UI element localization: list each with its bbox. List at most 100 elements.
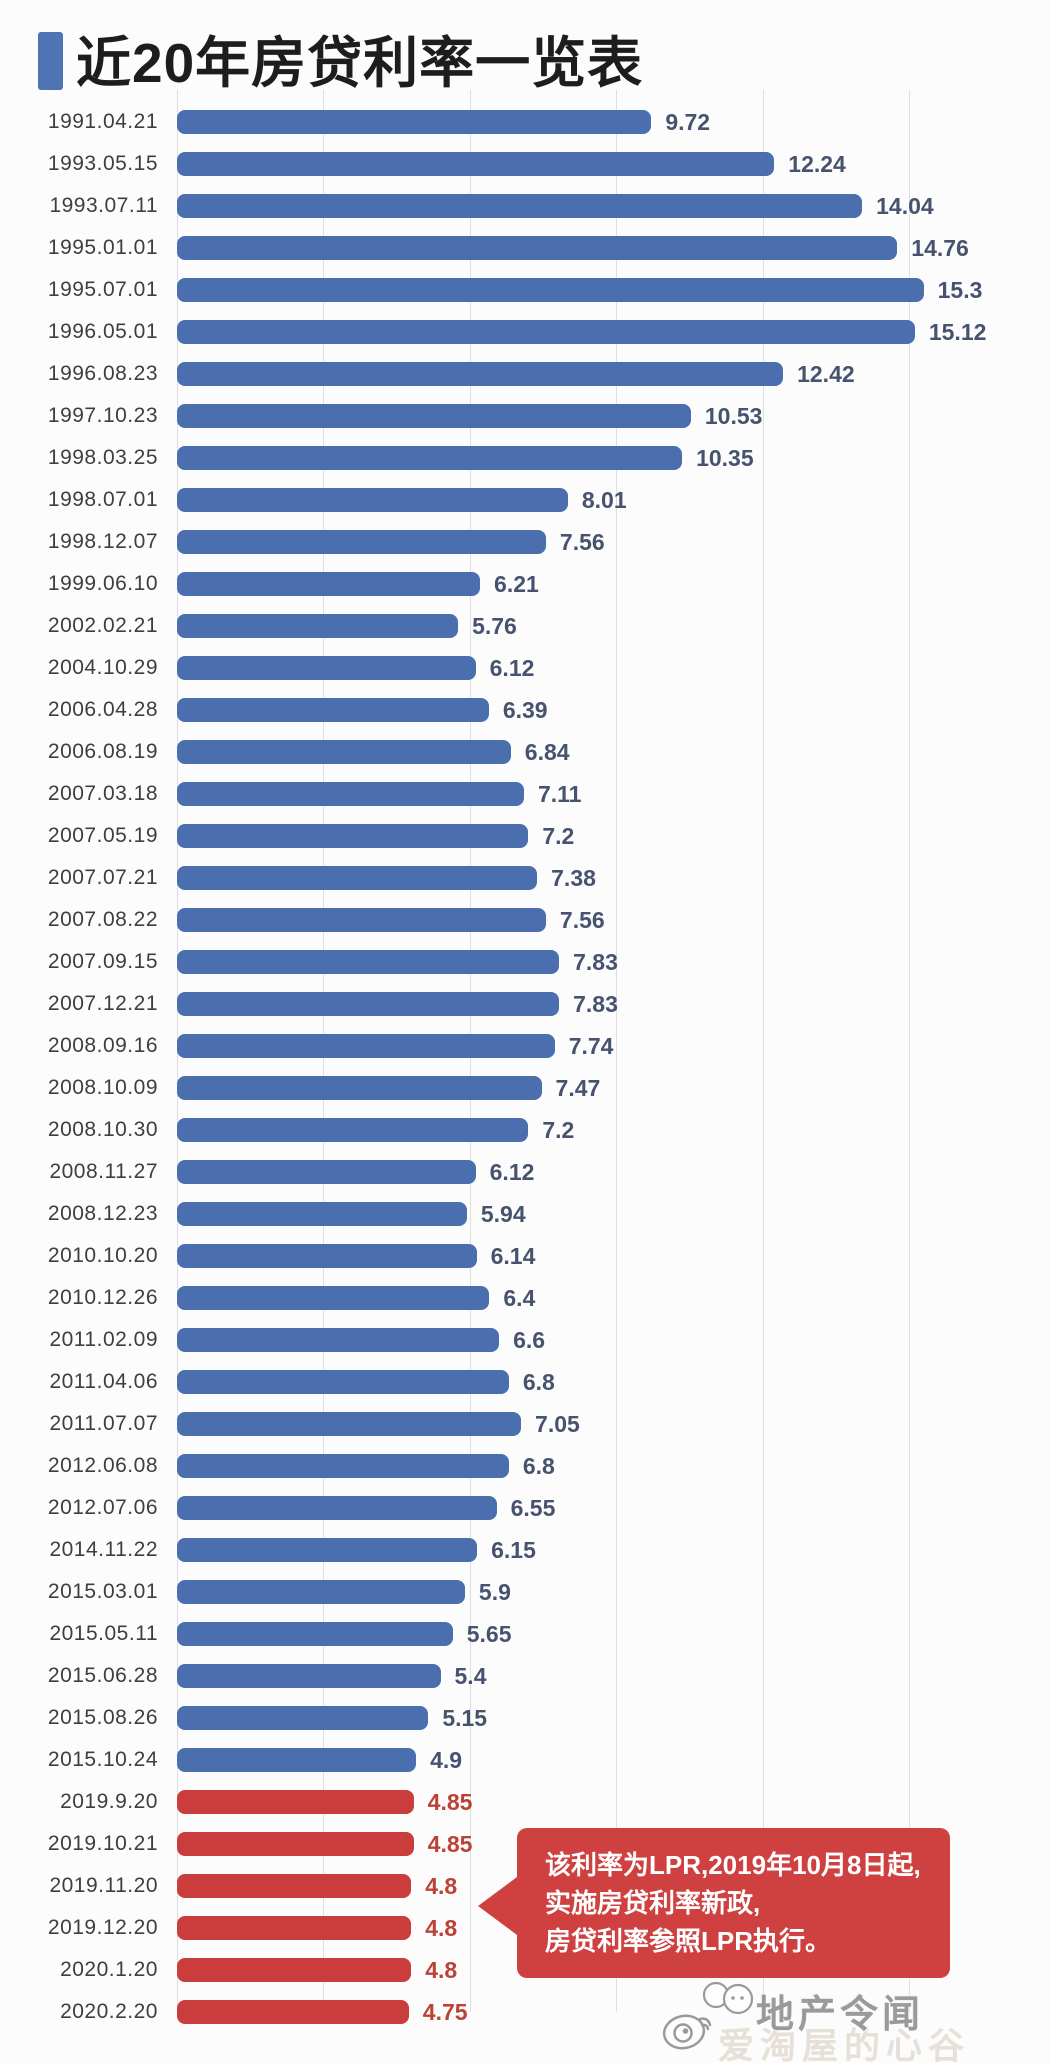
gridline-15 [909,90,910,2012]
rate-bar [177,404,691,428]
date-label: 2019.12.20 [47,1916,158,1939]
chart-row: 2008.10.09 7.47 [0,1067,1050,1109]
lpr-callout: 该利率为LPR,2019年10月8日起, 实施房贷利率新政, 房贷利率参照LPR… [478,1828,950,1978]
rate-value-label: 14.76 [911,235,969,261]
date-label: 2007.08.22 [47,908,158,931]
rate-bar [177,656,476,680]
rate-value-label: 15.12 [928,319,987,345]
rate-bar [177,2000,409,2024]
chart-row: 2006.08.19 6.84 [0,731,1050,773]
callout-line: 该利率为LPR,2019年10月8日起, [545,1850,921,1880]
date-label: 1998.03.25 [47,446,158,469]
rate-bar [177,1118,529,1142]
rate-bar [177,824,529,848]
rate-value-label: 15.3 [937,277,983,303]
rate-bar [177,1874,412,1898]
rate-value-label: 7.74 [568,1033,614,1059]
date-label: 1998.12.07 [47,530,158,553]
rate-value-label: 6.21 [494,571,539,597]
rate-bar [177,488,568,512]
rate-value-label: 7.11 [537,781,582,807]
rate-bar [177,152,775,176]
title-accent-marker [38,32,63,90]
date-label: 2007.03.18 [47,782,158,805]
rate-bar [177,362,784,386]
rate-bar [177,866,538,890]
rate-bar [177,908,546,932]
weibo-eye-icon [662,2014,712,2050]
chart-row: 1995.01.01 14.76 [0,227,1050,269]
chart-row: 2007.07.21 7.38 [0,857,1050,899]
callout-line: 实施房贷利率新政, [545,1888,761,1918]
rate-bar [177,1790,414,1814]
chart-row: 2015.05.11 5.65 [0,1613,1050,1655]
rate-value-label: 4.9 [430,1747,463,1773]
chart-row: 2010.12.26 6.4 [0,1277,1050,1319]
rate-bar [177,1538,478,1562]
chart-row: 2015.03.01 5.9 [0,1571,1050,1613]
chart-row: 2007.03.18 7.11 [0,773,1050,815]
date-label: 1996.05.01 [47,320,158,343]
date-label: 2008.10.30 [47,1118,158,1141]
date-label: 2002.02.21 [47,614,158,637]
date-label: 2011.02.09 [49,1328,158,1351]
date-label: 2020.2.20 [60,2000,158,2023]
rate-value-label: 7.2 [542,823,575,849]
chart-row: 2008.10.30 7.2 [0,1109,1050,1151]
rate-value-label: 7.47 [555,1075,601,1101]
rate-value-label: 5.4 [454,1663,487,1689]
rate-value-label: 6.14 [490,1243,536,1269]
rate-value-label: 6.15 [491,1537,536,1563]
chart-row: 1996.08.23 12.42 [0,353,1050,395]
rate-value-label: 4.85 [427,1789,473,1815]
date-label: 2011.04.06 [49,1370,158,1393]
rate-bar [177,782,524,806]
rate-bar [177,1244,477,1268]
date-label: 2012.06.08 [47,1454,158,1477]
chart-row: 2020.1.20 4.8 [0,1949,1050,1991]
rate-value-label: 7.56 [559,907,605,933]
date-label: 2010.12.26 [47,1286,158,1309]
rate-value-label: 5.94 [480,1201,526,1227]
date-label: 2015.10.24 [47,1748,158,1771]
chart-row: 1991.04.21 9.72 [0,101,1050,143]
date-label: 1991.04.21 [47,110,158,133]
rate-bar [177,572,481,596]
chart-row: 2002.02.21 5.76 [0,605,1050,647]
rate-value-label: 7.83 [573,949,618,975]
rate-bar [177,1076,542,1100]
rate-bar [177,1034,555,1058]
rate-bar [177,1412,522,1436]
date-label: 2008.10.09 [47,1076,158,1099]
watermark-brand-name: 地产令闻 [756,1994,925,2036]
date-label: 2008.11.27 [49,1160,158,1183]
date-label: 2006.04.28 [47,698,158,721]
date-label: 2008.09.16 [47,1034,158,1057]
chart-row: 2008.12.23 5.94 [0,1193,1050,1235]
chart-row: 2019.12.20 4.8 [0,1907,1050,1949]
date-label: 1996.08.23 [47,362,158,385]
chart-row: 2008.09.16 7.74 [0,1025,1050,1067]
rate-value-label: 4.85 [427,1831,473,1857]
chart-row: 2011.04.06 6.8 [0,1361,1050,1403]
chart-row: 2020.2.20 4.75 [0,1991,1050,2033]
rate-bar [177,1370,509,1394]
rate-bar [177,1496,497,1520]
rate-bar [177,1832,414,1856]
rate-value-label: 5.9 [478,1579,511,1605]
date-label: 1995.07.01 [47,278,158,301]
rate-value-label: 4.8 [425,1873,458,1899]
chart-row: 1993.07.11 14.04 [0,185,1050,227]
title-bar: 近20年房贷利率一览表 [0,0,1050,100]
rate-value-label: 6.39 [502,697,548,723]
date-label: 2007.07.21 [47,866,158,889]
callout-line: 房贷利率参照LPR执行。 [545,1926,832,1956]
date-label: 1998.07.01 [47,488,158,511]
date-label: 1993.07.11 [49,194,158,217]
page-title: 近20年房贷利率一览表 [76,32,644,94]
rate-value-label: 7.05 [535,1411,580,1437]
rate-value-label: 6.6 [513,1327,546,1353]
rate-bar [177,992,560,1016]
date-label: 1993.05.15 [47,152,158,175]
